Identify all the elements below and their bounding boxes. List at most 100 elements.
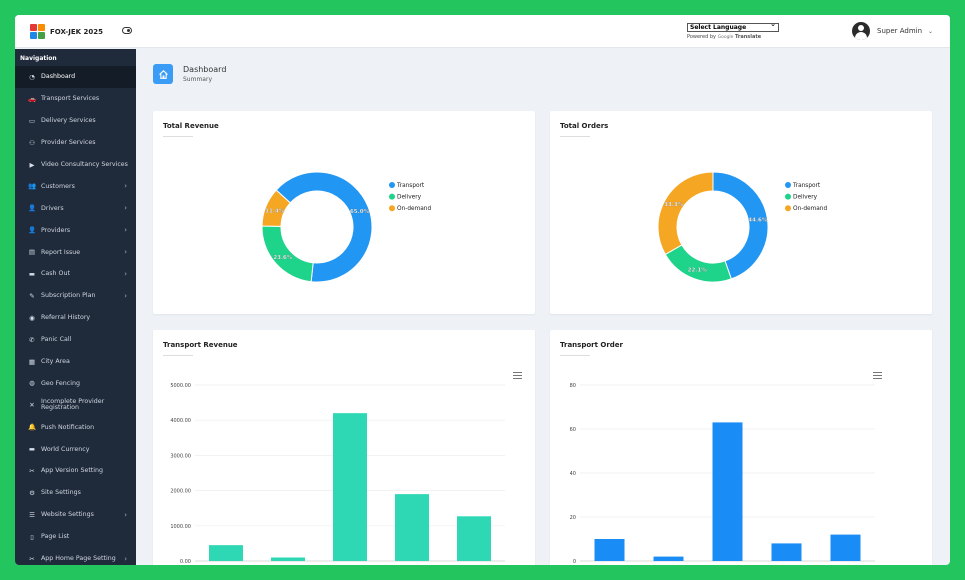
sidebar-item[interactable]: ▶ Video Consultancy Services (15, 154, 136, 176)
legend-label[interactable]: Transport (792, 183, 821, 189)
transport-order-card: Transport Order 0 20 40 60 80 Bike Ride Bike R… (550, 330, 932, 565)
speedometer-icon: ◔ (29, 72, 35, 81)
sidebar-item[interactable]: 👥 Customers › (15, 175, 136, 197)
y-tick-label: 40 (570, 471, 576, 477)
user-menu[interactable]: Super Admin ⌄ (852, 22, 933, 40)
sidebar-item[interactable]: ▭ Delivery Services (15, 110, 136, 132)
app-logo[interactable]: FOX-JEK 2025 (30, 24, 103, 39)
y-tick-label: 60 (570, 427, 576, 433)
chart-menu-icon[interactable] (513, 372, 522, 379)
file-icon: ▯ (30, 532, 34, 541)
sidebar-item[interactable]: ⚙ Site Settings (15, 482, 136, 504)
cash-icon: ▬ (28, 269, 36, 278)
sidebar-item-label: City Area (41, 358, 70, 366)
city-icon: ▦ (28, 357, 36, 366)
gear-icon: ⚙ (29, 488, 35, 497)
main-content: Dashboard Summary Total Revenue 65.0% 23.… (136, 49, 950, 565)
translate-link[interactable]: Translate (735, 34, 762, 40)
sidebar-item[interactable]: ✂ App Version Setting (15, 460, 136, 482)
sidebar-item-label: Video Consultancy Services (41, 161, 128, 168)
incomplete-icon: ✕ (29, 401, 35, 410)
pie-slice[interactable] (261, 189, 292, 227)
chevron-right-icon[interactable]: › (124, 248, 127, 257)
sidebar-item[interactable]: ✎ Subscription Plan › (15, 285, 136, 307)
legend-label[interactable]: Delivery (793, 195, 818, 201)
slice-value-label: 11.4% (265, 208, 285, 214)
sidebar-item[interactable]: ✆ Panic Call (15, 329, 136, 351)
pie-slice[interactable] (275, 171, 373, 283)
home-icon[interactable] (153, 64, 173, 84)
page-header: Dashboard Summary (153, 64, 226, 84)
legend-label[interactable]: On-demand (397, 206, 431, 212)
google-logo: Google (717, 35, 734, 40)
chevron-right-icon[interactable]: › (124, 204, 127, 213)
sidebar-item[interactable]: ▬ World Currency (15, 438, 136, 460)
sliders-icon: ☰ (29, 510, 35, 519)
sidebar-item[interactable]: ⚇ Provider Services (15, 132, 136, 154)
sidebar-item[interactable]: ▬ Cash Out › (15, 263, 136, 285)
slice-value-label: 65.0% (350, 209, 370, 215)
bar[interactable] (653, 556, 684, 561)
chevron-right-icon[interactable]: › (124, 226, 127, 235)
chevron-right-icon[interactable]: › (124, 269, 127, 278)
sidebar-item[interactable]: ✕ Incomplete Provider Registration (15, 394, 136, 416)
sidebar-item[interactable]: 🔔 Push Notification (15, 416, 136, 438)
sidebar-item[interactable]: ✂ App Home Page Setting › (15, 548, 136, 565)
language-select[interactable]: Select Language (687, 21, 779, 32)
sidebar-item[interactable]: ◍ Geo Fencing (15, 372, 136, 394)
bell-icon: 🔔 (28, 423, 37, 432)
sidebar-item[interactable]: ▯ Page List (15, 526, 136, 548)
sidebar-item[interactable]: ☰ Website Settings › (15, 504, 136, 526)
bar[interactable] (830, 534, 861, 561)
sidebar-item-label: World Currency (41, 445, 90, 453)
bar[interactable] (771, 543, 802, 561)
divider (163, 136, 193, 137)
sidebar-item-label: Referral History (41, 314, 91, 322)
sidebar: Navigation ◔ Dashboard 🚗 Transport Services… (15, 49, 136, 565)
pie-slice[interactable] (664, 244, 732, 283)
user-name[interactable]: Super Admin (877, 27, 923, 35)
bar[interactable] (712, 422, 743, 561)
sidebar-item[interactable]: 🚗 Transport Services (15, 88, 136, 110)
chevron-down-icon[interactable]: ⌄ (928, 27, 934, 35)
sidebar-item-label: Delivery Services (41, 117, 96, 125)
subscription-icon: ✎ (29, 291, 35, 300)
chart-menu-icon[interactable] (873, 372, 882, 379)
chevron-right-icon[interactable]: › (124, 554, 127, 563)
bar[interactable] (457, 516, 491, 561)
app-window: FOX-JEK 2025 Select Language Powered by … (15, 15, 950, 565)
chevron-right-icon[interactable]: › (124, 291, 127, 300)
sidebar-item[interactable]: 👤 Providers › (15, 219, 136, 241)
sidebar-item[interactable]: 👤 Drivers › (15, 197, 136, 219)
bar[interactable] (333, 413, 367, 561)
bar[interactable] (395, 494, 429, 561)
sidebar-item-label: Geo Fencing (41, 379, 80, 387)
sidebar-item[interactable]: ◔ Dashboard (15, 66, 136, 88)
chevron-right-icon[interactable]: › (124, 182, 127, 191)
pie-slice[interactable] (261, 225, 314, 283)
bar[interactable] (594, 539, 625, 561)
legend-label[interactable]: On-demand (793, 206, 827, 212)
sidebar-item[interactable]: ◉ Referral History (15, 307, 136, 329)
legend-marker (389, 205, 395, 212)
sidebar-toggle-icon[interactable] (122, 27, 132, 34)
pie-slice[interactable] (657, 171, 714, 256)
legend-label[interactable]: Transport (396, 183, 425, 189)
chevron-right-icon[interactable]: › (124, 510, 127, 519)
revenue-bar-chart: 0.001000.002000.003000.004000.005000.00B… (170, 383, 505, 565)
legend-label[interactable]: Delivery (397, 195, 422, 201)
app-name: FOX-JEK 2025 (50, 27, 103, 36)
sidebar-item[interactable]: ▤ Report Issue › (15, 241, 136, 263)
avatar[interactable] (852, 22, 870, 40)
slice-value-label: 22.1% (688, 268, 708, 274)
report-icon: ▤ (28, 248, 36, 257)
bar[interactable] (271, 557, 305, 561)
driver-icon: 👤 (28, 204, 37, 213)
currency-icon: ▬ (28, 445, 36, 454)
bar[interactable] (209, 545, 243, 561)
sidebar-item-label: Transport Services (41, 95, 100, 103)
sidebar-item[interactable]: ▦ City Area (15, 351, 136, 373)
user-icon: 👤 (28, 226, 37, 235)
card-title: Transport Order (560, 341, 623, 349)
language-selector: Select Language Powered by Google Transl… (687, 21, 779, 40)
